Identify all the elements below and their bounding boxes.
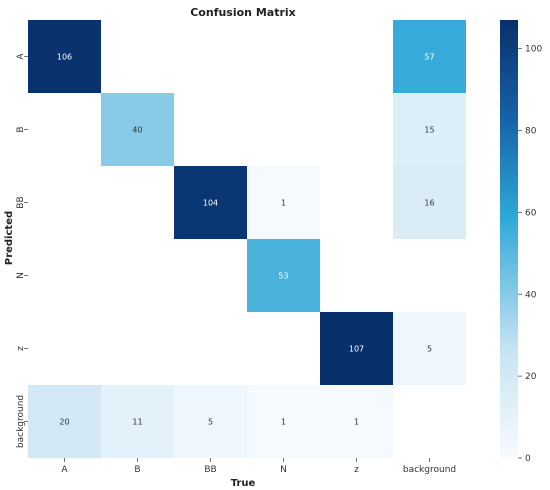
cell-value-label: 16	[424, 199, 434, 208]
y-tick-label: z	[16, 346, 26, 351]
heatmap-cell	[393, 93, 466, 166]
heatmap-cell	[320, 385, 393, 458]
y-tick-label: BB	[16, 196, 26, 208]
cell-value-label: 40	[132, 126, 142, 135]
heatmap-cell	[28, 385, 101, 458]
y-axis-label: Predicted	[4, 211, 15, 265]
heatmap-cell	[320, 312, 393, 385]
heatmap-cell	[28, 20, 101, 93]
x-tick-label: N	[280, 465, 287, 475]
cell-value-label: 57	[424, 53, 434, 62]
cell-value-label: 15	[424, 126, 434, 135]
colorbar-tick-label: 40	[525, 290, 537, 300]
cell-value-label: 1	[281, 199, 286, 208]
x-tick-label: BB	[204, 465, 216, 475]
cell-value-label: 5	[208, 418, 213, 427]
heatmap-cell	[393, 312, 466, 385]
colorbar-tick-label: 100	[525, 45, 542, 55]
colorbar-ticks: 0 20 40 60 80 100	[518, 45, 542, 464]
cell-value-label: 11	[132, 418, 142, 427]
y-tick-label: N	[16, 272, 26, 279]
heatmap-cell	[174, 385, 247, 458]
heatmap-cell	[247, 239, 320, 312]
colorbar	[500, 20, 518, 458]
heatmap-cell	[101, 385, 174, 458]
heatmap-cell	[393, 20, 466, 93]
y-tick-label: A	[16, 53, 26, 60]
cell-value-label: 1	[354, 418, 359, 427]
heatmap-cell	[101, 93, 174, 166]
colorbar-tick-label: 0	[525, 454, 531, 464]
y-tick-label: background	[16, 395, 26, 448]
heatmap-cell	[393, 166, 466, 239]
colorbar-tick-label: 20	[525, 372, 537, 382]
cell-value-label: 107	[349, 345, 364, 354]
x-tick-label: A	[61, 465, 68, 475]
cell-value-label: 20	[59, 418, 69, 427]
x-tick-label: z	[354, 465, 359, 475]
colorbar-tick-label: 60	[525, 208, 537, 218]
chart-title: Confusion Matrix	[190, 6, 296, 19]
x-tick-label: B	[134, 465, 140, 475]
cell-value-label: 106	[57, 53, 72, 62]
x-tick-label: background	[403, 465, 456, 475]
cell-value-label: 53	[278, 272, 288, 281]
heatmap-cell	[247, 166, 320, 239]
cell-value-label: 104	[203, 199, 218, 208]
heatmap-cell	[174, 166, 247, 239]
colorbar-tick-label: 80	[525, 127, 537, 137]
cell-value-label: 5	[427, 345, 432, 354]
x-axis-label: True	[231, 478, 256, 489]
cell-value-label: 1	[281, 418, 286, 427]
y-tick-label: B	[16, 126, 26, 132]
heatmap-cell	[247, 385, 320, 458]
